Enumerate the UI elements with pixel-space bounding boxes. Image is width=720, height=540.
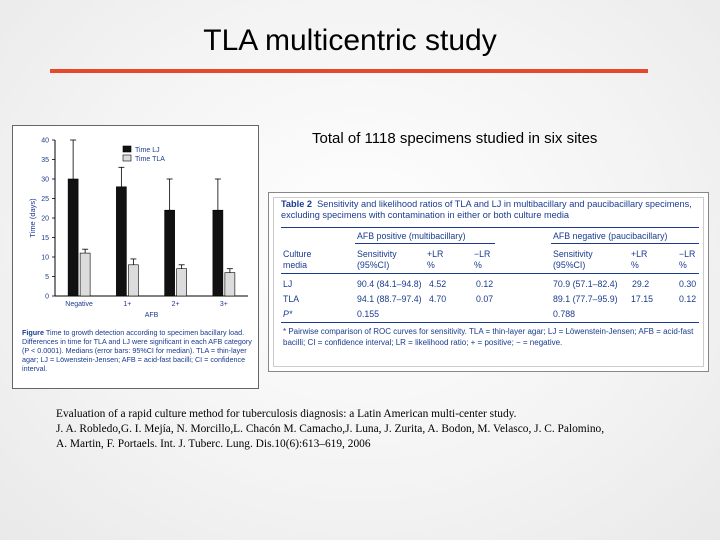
table-rule: [281, 273, 699, 274]
row-tla-sens1: 94.1 (88.7–97.4): [357, 294, 422, 304]
table-rule: [551, 243, 699, 244]
row-lj-sens1: 90.4 (84.1–94.8): [357, 279, 422, 289]
row-tla-nlr2: 0.12: [679, 294, 697, 304]
citation-line: A. Martin, F. Portaels. Int. J. Tuberc. …: [56, 438, 371, 450]
bar-lj: [212, 209, 224, 297]
citation-line: J. A. Robledo,G. I. Mejía, N. Morcillo,L…: [56, 423, 605, 435]
citation: Evaluation of a rapid culture method for…: [56, 407, 696, 452]
group-paucibacillary: AFB negative (paucibacillary): [553, 231, 668, 241]
y-axis-label: Time (days): [28, 198, 37, 238]
y-tick-label: 20: [41, 216, 49, 223]
bar-tla: [176, 268, 187, 297]
row-tla-sens2: 89.1 (77.7–95.9): [553, 294, 618, 304]
col-nlr-2: −LR %: [679, 249, 696, 270]
legend-label: Time TLA: [135, 156, 165, 163]
row-lj-nlr1: 0.12: [476, 279, 494, 289]
row-p-sens1: 0.155: [357, 309, 380, 319]
col-plr-1: +LR %: [427, 249, 444, 270]
y-tick-label: 25: [41, 196, 49, 203]
table-rule: [355, 243, 495, 244]
bar-lj: [116, 186, 127, 297]
row-lj-sens2: 70.9 (57.1–82.4): [553, 279, 618, 289]
table-label: Table 2: [281, 199, 312, 209]
row-lj-plr2: 29.2: [632, 279, 650, 289]
legend-swatch: [122, 154, 132, 162]
y-tick-label: 30: [41, 177, 49, 184]
y-tick-label: 40: [41, 138, 49, 145]
bar-tla: [79, 252, 91, 297]
col-plr-2: +LR %: [631, 249, 648, 270]
col-culture-media: Culture media: [283, 249, 312, 270]
slide-title: TLA multicentric study: [203, 24, 497, 57]
row-lj-nlr2: 0.30: [679, 279, 697, 289]
bar-chart: 0 5 10 15 20 25 30 35 40 Time (days) Negative 1+ 2+ 3…: [28, 138, 248, 319]
x-tick-label: 1+: [123, 301, 131, 308]
slide-subtitle: Total of 1118 specimens studied in six s…: [312, 130, 598, 147]
y-tick-label: 10: [41, 255, 49, 262]
row-p-sens2: 0.788: [553, 309, 576, 319]
citation-line: Evaluation of a rapid culture method for…: [56, 408, 517, 420]
table-title-text: Sensitivity and likelihood ratios of TLA…: [281, 199, 692, 220]
x-axis-label: AFB: [145, 312, 159, 319]
bar-tla: [224, 272, 236, 297]
x-tick-label: 3+: [220, 301, 228, 308]
legend-swatch: [122, 145, 132, 153]
table-rule: [281, 322, 699, 323]
group-multibacillary: AFB positive (multibacillary): [357, 231, 466, 241]
figure-caption-label: Figure: [22, 328, 44, 337]
y-tick-label: 0: [45, 294, 49, 301]
y-tick-label: 15: [41, 235, 49, 242]
row-tla-plr2: 17.15: [631, 294, 654, 304]
figure-caption-text: Time to growth detection according to sp…: [22, 328, 252, 373]
title-underline: [50, 69, 648, 73]
y-tick-label: 35: [41, 157, 49, 164]
table-footnote: * Pairwise comparison of ROC curves for …: [283, 327, 694, 347]
col-sensitivity-1: Sensitivity (95%CI): [357, 249, 397, 270]
x-tick-label: 2+: [172, 301, 180, 308]
col-sensitivity-2: Sensitivity (95%CI): [553, 249, 593, 270]
y-tick-label: 5: [45, 274, 49, 281]
x-tick-label: Negative: [65, 301, 93, 308]
bar-lj: [67, 178, 79, 297]
row-tla-media: TLA: [283, 294, 300, 304]
table-frame: [273, 197, 704, 367]
figure-caption: Figure Time to growth detection accordin…: [22, 328, 254, 373]
figure-panel: 0 5 10 15 20 25 30 35 40 Time (days) Negative 1+ 2+ 3…: [12, 125, 259, 389]
bar-tla: [128, 264, 139, 297]
col-nlr-1: −LR %: [474, 249, 491, 270]
table-rule: [281, 227, 699, 228]
row-lj-plr1: 4.52: [429, 279, 447, 289]
row-p-media: P*: [283, 309, 293, 319]
table-panel: Table 2 Sensitivity and likelihood ratio…: [268, 192, 709, 372]
legend-label: Time LJ: [135, 147, 160, 154]
row-lj-media: LJ: [283, 279, 293, 289]
bar-lj: [164, 209, 175, 297]
table-title: Table 2 Sensitivity and likelihood ratio…: [281, 199, 701, 221]
row-tla-nlr1: 0.07: [476, 294, 494, 304]
row-tla-plr1: 4.70: [429, 294, 447, 304]
